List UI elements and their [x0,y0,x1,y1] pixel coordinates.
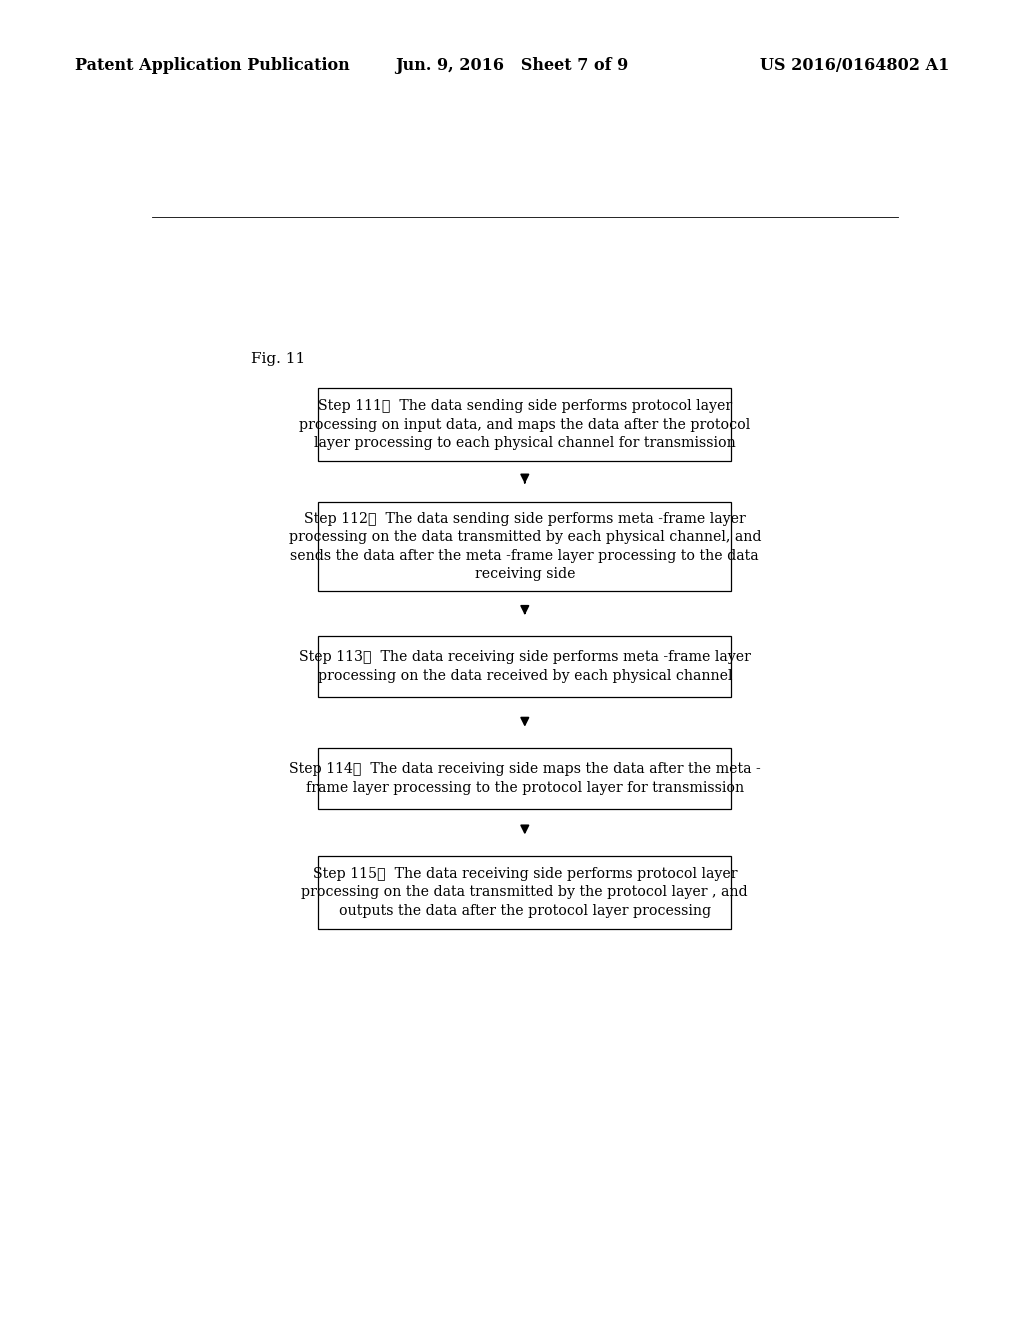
FancyBboxPatch shape [318,855,731,929]
Text: Fig. 11: Fig. 11 [251,351,305,366]
FancyBboxPatch shape [318,636,731,697]
Text: Jun. 9, 2016   Sheet 7 of 9: Jun. 9, 2016 Sheet 7 of 9 [395,57,629,74]
Text: Step 113：  The data receiving side performs meta -frame layer
processing on the : Step 113： The data receiving side perfor… [299,651,751,682]
Text: Patent Application Publication: Patent Application Publication [75,57,349,74]
Text: Step 112：  The data sending side performs meta -frame layer
processing on the da: Step 112： The data sending side performs… [289,512,761,581]
FancyBboxPatch shape [318,748,731,809]
FancyBboxPatch shape [318,502,731,591]
Text: US 2016/0164802 A1: US 2016/0164802 A1 [760,57,949,74]
Text: Step 114：  The data receiving side maps the data after the meta -
frame layer pr: Step 114： The data receiving side maps t… [289,762,761,795]
Text: Step 111：  The data sending side performs protocol layer
processing on input dat: Step 111： The data sending side performs… [299,399,751,450]
Text: Step 115：  The data receiving side performs protocol layer
processing on the dat: Step 115： The data receiving side perfor… [301,867,749,917]
FancyBboxPatch shape [318,388,731,461]
